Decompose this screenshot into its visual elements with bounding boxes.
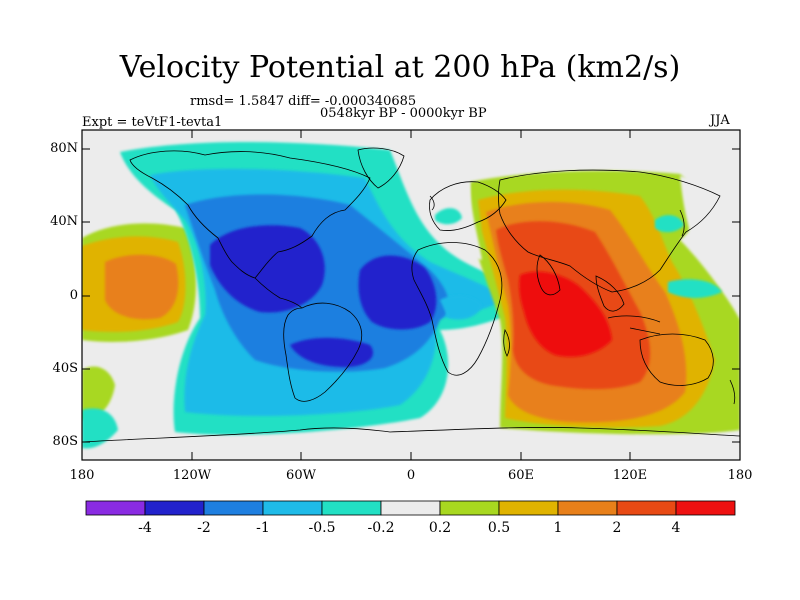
contour-field xyxy=(82,130,740,460)
colorbar-label: -1 xyxy=(256,520,270,536)
season-label: JJA xyxy=(710,113,730,128)
colorbar-swatch xyxy=(85,500,146,516)
coast-south-america xyxy=(283,302,363,402)
colorbar-swatch xyxy=(557,500,618,516)
lat-label: 0 xyxy=(69,288,78,303)
colorbar-swatch xyxy=(498,500,559,516)
contour-pacific-teal-patch xyxy=(668,279,722,298)
lon-label: 120E xyxy=(612,468,648,483)
coast-uk xyxy=(429,195,435,211)
contour-caribbean-darkblue xyxy=(210,225,325,313)
coast-africa xyxy=(411,242,503,376)
coast-indonesia xyxy=(607,315,661,335)
map-title: Velocity Potential at 200 hPa (km2/s) xyxy=(119,50,681,85)
lon-ticks xyxy=(81,130,741,460)
colorbar-swatch xyxy=(675,500,736,516)
coast-europe xyxy=(429,181,507,231)
coast-antarctica xyxy=(82,427,740,443)
contour-south-pacific-yellow xyxy=(82,366,115,420)
lat-ticks xyxy=(82,148,740,443)
colorbar-label: -0.5 xyxy=(308,520,336,536)
colorbar-swatch xyxy=(439,500,500,516)
colorbar-label: 0.2 xyxy=(428,520,452,536)
coast-southeast-asia xyxy=(595,275,625,312)
lat-label: 40S xyxy=(52,361,78,376)
colorbar-label: 1 xyxy=(553,520,563,536)
coast-japan xyxy=(679,209,685,237)
colorbar-swatch xyxy=(321,500,382,516)
colorbar-label: -0.2 xyxy=(367,520,395,536)
contour-south-pacific-teal xyxy=(82,408,118,449)
coast-greenland xyxy=(357,147,405,189)
lat-label: 80S xyxy=(52,434,78,449)
period-text: 0548kyr BP - 0000kyr BP xyxy=(320,106,487,121)
coast-india xyxy=(536,254,561,296)
colorbar-label: -4 xyxy=(138,520,152,536)
experiment-label: Expt = teVtF1-tevta1 xyxy=(82,115,223,130)
lon-label: 60W xyxy=(286,468,316,483)
coast-australia xyxy=(639,333,714,386)
lon-label: 120W xyxy=(172,468,212,483)
colorbar-label: -2 xyxy=(197,520,211,536)
lon-label: 180 xyxy=(727,468,753,483)
contour-north-pacific-neutral xyxy=(680,176,740,285)
contour-equatorial-atlantic-darkblue xyxy=(358,255,437,330)
colorbar-label: 0.5 xyxy=(487,520,511,536)
coast-new-zealand xyxy=(729,379,736,405)
lat-label: 40N xyxy=(50,214,78,229)
lon-label: 60E xyxy=(507,468,535,483)
colorbar-swatch xyxy=(144,500,205,516)
coast-madagascar xyxy=(503,328,510,357)
coastlines xyxy=(82,147,740,443)
colorbar-swatch xyxy=(616,500,677,516)
coast-north-america xyxy=(129,150,371,279)
colorbar xyxy=(85,500,736,516)
colorbar-label: 4 xyxy=(671,520,681,536)
contour-indian-ocean-red xyxy=(519,271,612,357)
lat-label: 80N xyxy=(50,141,78,156)
colorbar-swatch xyxy=(380,500,441,516)
contour-west-pacific-orange xyxy=(105,254,179,320)
coast-asia xyxy=(498,169,721,293)
colorbar-swatch xyxy=(203,500,264,516)
lon-label: 0 xyxy=(406,468,416,483)
colorbar-swatch xyxy=(262,500,323,516)
lon-label: 180 xyxy=(69,468,95,483)
colorbar-label: 2 xyxy=(612,520,622,536)
stats-text: rmsd= 1.5847 diff= -0.000340685 xyxy=(190,94,417,109)
contour-sahara-lightblue xyxy=(440,295,482,320)
contour-japan-teal-patch xyxy=(655,215,684,233)
contour-europe-teal-patch xyxy=(435,208,462,225)
coast-central-america xyxy=(254,277,303,309)
